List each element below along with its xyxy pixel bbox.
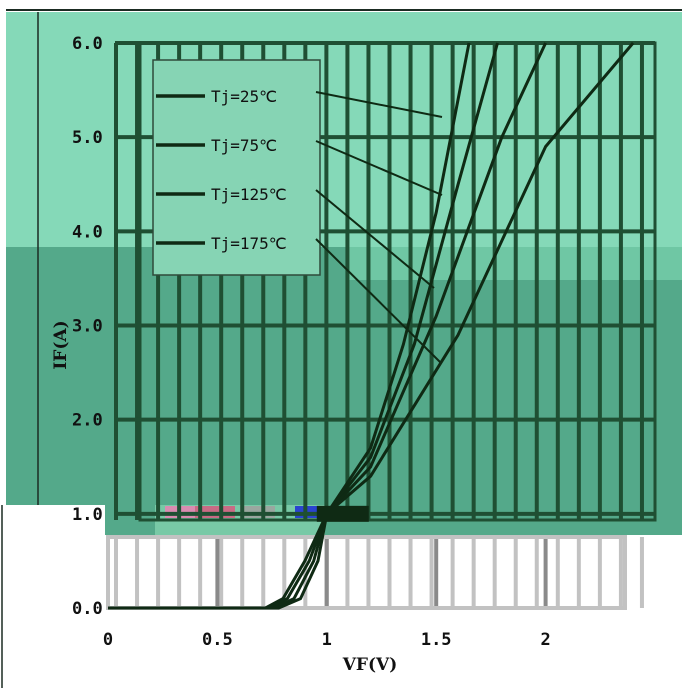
y-axis-title: IF(A): [51, 320, 71, 369]
y-tick-label: 3.0: [72, 317, 103, 337]
legend-label-4: Tj=175℃: [211, 234, 287, 253]
legend-label-1: Tj=25℃: [211, 87, 277, 106]
y-tick-label: 6.0: [72, 34, 103, 54]
teal-panel-lower-left: [6, 247, 346, 505]
curve-knee-block: [316, 505, 369, 522]
legend: Tj=25℃ Tj=75℃ Tj=125℃ Tj=175℃: [152, 59, 443, 363]
plot-frame-lower: [106, 535, 627, 610]
legend-label-3: Tj=125℃: [211, 185, 287, 204]
legend-leader-line-2: [315, 140, 443, 196]
legend-label-2: Tj=75℃: [211, 136, 277, 155]
x-tick-label: 0: [103, 630, 113, 650]
x-tick-label: 2: [540, 630, 550, 650]
teal-panel-upper: [6, 12, 682, 247]
y-tick-label: 5.0: [72, 128, 103, 148]
series-layer: [108, 42, 635, 610]
y-tick-label: 4.0: [72, 222, 103, 242]
y-tick-label: 1.0: [72, 505, 103, 525]
y-tick-label: 2.0: [72, 411, 103, 431]
legend-leader-line-1: [315, 91, 443, 118]
legend-leader-line-3: [315, 189, 435, 289]
axis-layer: VF(V) IF(A) 0.0 1.0 2.0 3.0 4.0 5.0 6.0 0 0.5 1 1.…: [51, 34, 551, 675]
legend-leader-line-4: [315, 238, 441, 363]
x-axis-title: VF(V): [342, 655, 398, 675]
x-tick-label: 1: [322, 630, 332, 650]
x-tick-label: 0.5: [202, 630, 233, 650]
x-tick-label: 1.5: [421, 630, 452, 650]
y-tick-label: 0.0: [72, 599, 103, 619]
